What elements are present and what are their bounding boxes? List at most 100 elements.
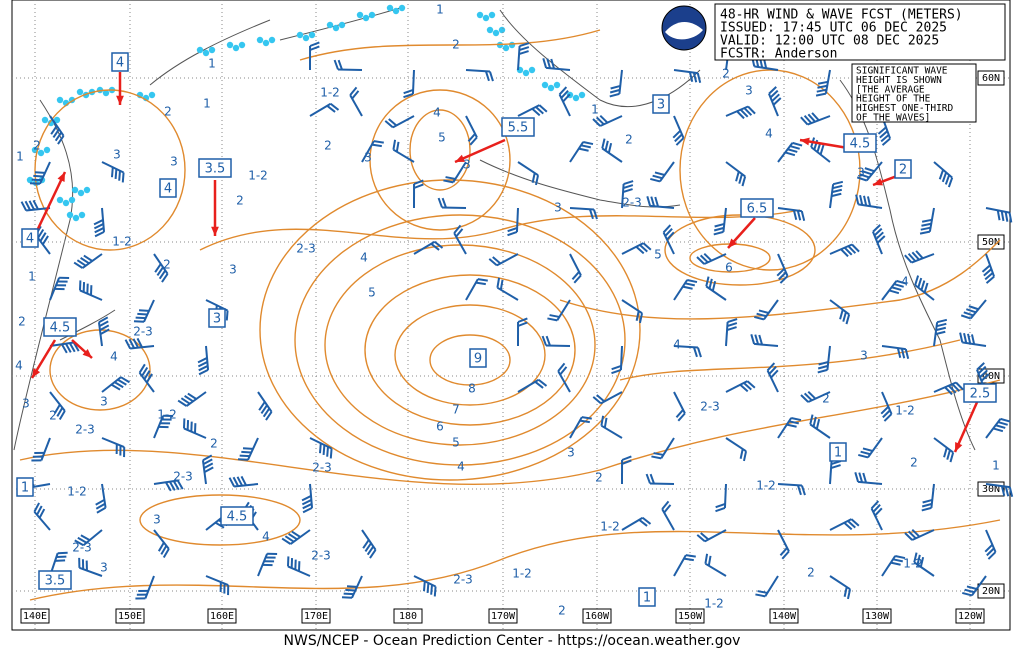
ice-dot: [42, 117, 48, 123]
contour-label: 4: [360, 251, 368, 265]
ice-dot: [489, 12, 495, 18]
barb-feather: [32, 180, 42, 181]
ice-dot: [57, 97, 63, 103]
barb-feather: [342, 597, 352, 598]
barb-feather: [243, 448, 253, 449]
ice-dot: [203, 50, 209, 56]
contour-label: 5: [368, 286, 376, 300]
contour-label: 2-3: [133, 325, 153, 339]
lon-label: 160W: [585, 611, 610, 622]
wave-height-label: 4.5: [850, 137, 871, 152]
barb-feather: [30, 183, 40, 184]
wave-height-label: 1: [834, 446, 842, 461]
barb-feather: [331, 448, 332, 458]
lon-label: 140E: [23, 611, 47, 622]
lon-label: 150E: [118, 611, 142, 622]
contour-label: 2: [164, 105, 172, 119]
lat-label: 20N: [982, 586, 1000, 597]
ice-dot: [297, 32, 303, 38]
contour-label: 8: [468, 382, 476, 396]
contour-label: 1-2: [512, 567, 532, 581]
contour-label: 3: [100, 395, 108, 409]
ice-dot: [579, 92, 585, 98]
barb-feather: [227, 310, 228, 320]
ice-dot: [303, 35, 309, 41]
contour-label: 1-2: [600, 520, 620, 534]
contour-label: 2-3: [75, 423, 95, 437]
contour-label: 4: [457, 460, 465, 474]
contour-label: 3: [170, 155, 178, 169]
contour-label: 1-2: [248, 169, 268, 183]
ice-dot: [327, 22, 333, 28]
contour-label: 6: [725, 261, 733, 275]
contour-label: 2-3: [173, 470, 193, 484]
barb-feather: [123, 172, 124, 182]
contour-label: 1: [208, 57, 216, 71]
barb-feather: [112, 167, 113, 177]
lon-label: 120W: [958, 611, 983, 622]
ice-dot: [339, 22, 345, 28]
ice-dot: [529, 67, 535, 73]
ice-dot: [209, 47, 215, 53]
contour-label: 3: [100, 561, 108, 575]
contour-label: 2: [722, 67, 730, 81]
barb-feather: [35, 172, 45, 173]
contour-label: 2: [807, 566, 815, 580]
ice-dot: [263, 40, 269, 46]
ice-dot: [149, 92, 155, 98]
contour-label: 1: [203, 97, 211, 111]
ice-dot: [309, 32, 315, 38]
contour-label: 3: [22, 397, 30, 411]
ice-dot: [72, 187, 78, 193]
contour-label: 1-2: [704, 597, 724, 611]
contour-label: 1: [591, 103, 599, 117]
wave-height-label: 3.5: [205, 162, 226, 177]
contour-label: 2: [324, 139, 332, 153]
wave-height-label: 3.5: [45, 574, 66, 589]
wave-height-label: 2.5: [970, 387, 991, 402]
ice-dot: [78, 190, 84, 196]
ice-dot: [239, 42, 245, 48]
ice-dot: [57, 197, 63, 203]
barb-feather: [134, 321, 144, 322]
ice-dot: [523, 70, 529, 76]
footer: NWS/NCEP - Ocean Prediction Center - htt…: [284, 633, 741, 649]
barb-feather: [347, 586, 357, 587]
contour-label: 3: [153, 513, 161, 527]
ice-dot: [233, 45, 239, 51]
contour-label: 3: [364, 151, 372, 165]
ice-dot: [79, 212, 85, 218]
barb-feather: [344, 594, 354, 595]
contour-label: 3: [554, 201, 562, 215]
contour-label: 1-2: [67, 485, 87, 499]
lon-label: 170W: [491, 611, 516, 622]
contour-label: 5: [654, 248, 662, 262]
barb-feather: [116, 169, 117, 179]
contour-label: 2: [49, 409, 57, 423]
ice-dot: [503, 45, 509, 51]
barb-feather: [137, 314, 147, 315]
contour-label: 2: [163, 258, 171, 272]
wave-height-label: 2: [899, 163, 907, 178]
ice-dot: [509, 42, 515, 48]
barb-feather: [431, 585, 432, 595]
contour-label: 1: [992, 459, 1000, 473]
contour-label: 2: [595, 471, 603, 485]
lon-label: 170E: [304, 611, 328, 622]
wave-height-label: 4.5: [50, 321, 71, 336]
lat-label: 60N: [982, 73, 1000, 84]
barb-feather: [327, 447, 328, 457]
contour-label: 1-2: [903, 557, 923, 571]
header-line: FCSTR: Anderson: [720, 47, 837, 62]
contour-label: 1-2: [756, 479, 776, 493]
ice-dot: [573, 95, 579, 101]
contour-label: 6: [436, 420, 444, 434]
barb-feather: [238, 459, 248, 460]
contour-label: 2-3: [453, 573, 473, 587]
lon-label: 180: [399, 611, 417, 622]
ice-dot: [269, 37, 275, 43]
ice-dot: [369, 12, 375, 18]
contour-label: 4: [262, 530, 270, 544]
barb-feather: [240, 456, 250, 457]
